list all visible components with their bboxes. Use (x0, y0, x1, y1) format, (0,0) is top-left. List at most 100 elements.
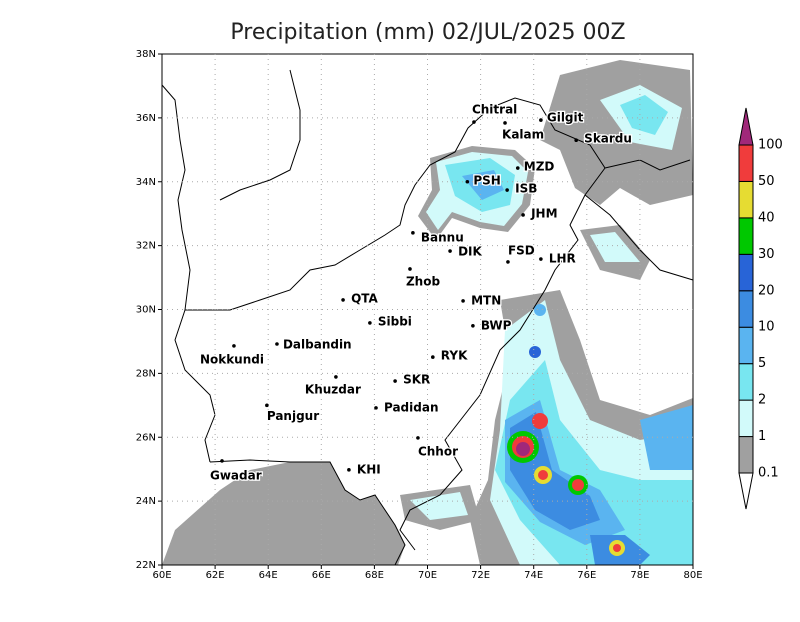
y-tick-label: 34N (136, 177, 156, 188)
city-dot (506, 260, 510, 264)
colorbar-box (738, 326, 754, 365)
colorbar-box (738, 180, 754, 219)
city-dot (539, 118, 543, 122)
city-dot (341, 298, 345, 302)
precip-cell (532, 413, 548, 429)
map-title: Precipitation (mm) 02/JUL/2025 00Z (230, 20, 625, 45)
x-tick-label: 72E (471, 570, 490, 581)
city-label: Chitral (472, 103, 517, 117)
city-dot (408, 267, 412, 271)
colorbar-label: 100 (758, 138, 783, 153)
x-tick-label: 66E (312, 570, 331, 581)
y-tick-label: 36N (136, 113, 156, 124)
city-label: BWP (481, 318, 512, 332)
colorbar-label: 30 (758, 247, 775, 262)
city-label: Gilgit (547, 111, 584, 125)
city-label: MTN (471, 293, 501, 307)
x-tick-label: 60E (152, 570, 171, 581)
x-tick-label: 78E (630, 570, 649, 581)
colorbar-label: 20 (758, 283, 775, 298)
city-dot (521, 213, 525, 217)
precip-area (620, 95, 668, 135)
city-label: QTA (351, 291, 378, 305)
city-dot (275, 342, 279, 346)
colorbar-label: 5 (758, 356, 766, 371)
city-dot (574, 138, 578, 143)
city-label: Gwadar (210, 468, 262, 482)
city-dot (232, 344, 236, 348)
colorbar-box (738, 363, 754, 401)
grid: 60E 62E 64E 66E 68E 70E 72E 74E 76E 78E 80E 22N 24N 2… (136, 49, 703, 581)
city-label: Padidan (384, 400, 439, 414)
colorbar-label: 2 (758, 393, 766, 408)
precip-area (410, 492, 468, 520)
precip-cell (516, 442, 530, 456)
x-tick-label: 62E (206, 570, 225, 581)
city-dot (393, 379, 397, 383)
city-label: Sibbi (378, 314, 412, 328)
x-tick-label: 74E (524, 570, 543, 581)
city-dot (411, 231, 415, 235)
colorbar-label: 10 (758, 320, 775, 335)
city-dot (461, 299, 465, 303)
colorbar-label: 50 (758, 174, 775, 189)
colorbar-label: 40 (758, 210, 775, 225)
city-dot (431, 355, 435, 359)
y-tick-label: 22N (136, 560, 156, 571)
colorbar-box (738, 436, 754, 474)
city-dot (448, 249, 452, 253)
y-tick-label: 24N (136, 496, 156, 507)
city-dot (539, 257, 543, 261)
city-label: Panjgur (267, 409, 319, 423)
city-label: Bannu (421, 230, 464, 244)
city-label: Zhob (406, 274, 440, 288)
precip-area (640, 405, 693, 470)
precip-cell (613, 544, 621, 552)
city-label: PSH (473, 173, 500, 187)
y-tick-label: 26N (136, 432, 156, 443)
city-label: LHR (549, 252, 576, 266)
x-tick-label: 68E (365, 570, 384, 581)
border-line (161, 84, 606, 551)
city-dot (515, 166, 520, 170)
precip-cell (534, 304, 546, 316)
city-label: JHM (530, 206, 557, 220)
x-tick-label: 70E (418, 570, 437, 581)
border-line (174, 309, 216, 463)
colorbar-box (738, 144, 754, 182)
colorbar-box (738, 253, 754, 292)
city-label: ISB (515, 182, 537, 196)
city-dot (471, 323, 475, 328)
y-tick-label: 32N (136, 241, 156, 252)
city-dot (368, 321, 372, 325)
city-label: Kalam (502, 127, 544, 141)
city-label: SKR (403, 373, 430, 387)
x-tick-label: 64E (259, 570, 278, 581)
sea-mask (162, 462, 405, 565)
precip-area (590, 232, 640, 262)
colorbar: 0.1 1 2 5 10 20 30 40 50 100 (738, 107, 783, 510)
colorbar-label: 1 (758, 429, 766, 444)
city-dot (265, 403, 269, 408)
border-line (219, 69, 301, 201)
precip-area (462, 170, 504, 200)
y-tick-label: 30N (136, 305, 156, 316)
city-dot (334, 375, 338, 379)
y-tick-label: 28N (136, 368, 156, 379)
colorbar-box (738, 217, 754, 255)
city-label: RYK (441, 349, 468, 363)
city-label: KHI (357, 462, 381, 476)
city-dot (472, 120, 476, 124)
precip-field (162, 60, 693, 565)
x-tick-label: 76E (577, 570, 596, 581)
city-label: Dalbandin (283, 337, 352, 351)
city-label: Nokkundi (200, 352, 264, 366)
city-label: DIK (458, 245, 482, 259)
x-tick-label: 80E (683, 570, 702, 581)
precip-cell (529, 346, 541, 358)
colorbar-box (738, 399, 754, 438)
y-tick-label: 38N (136, 49, 156, 60)
